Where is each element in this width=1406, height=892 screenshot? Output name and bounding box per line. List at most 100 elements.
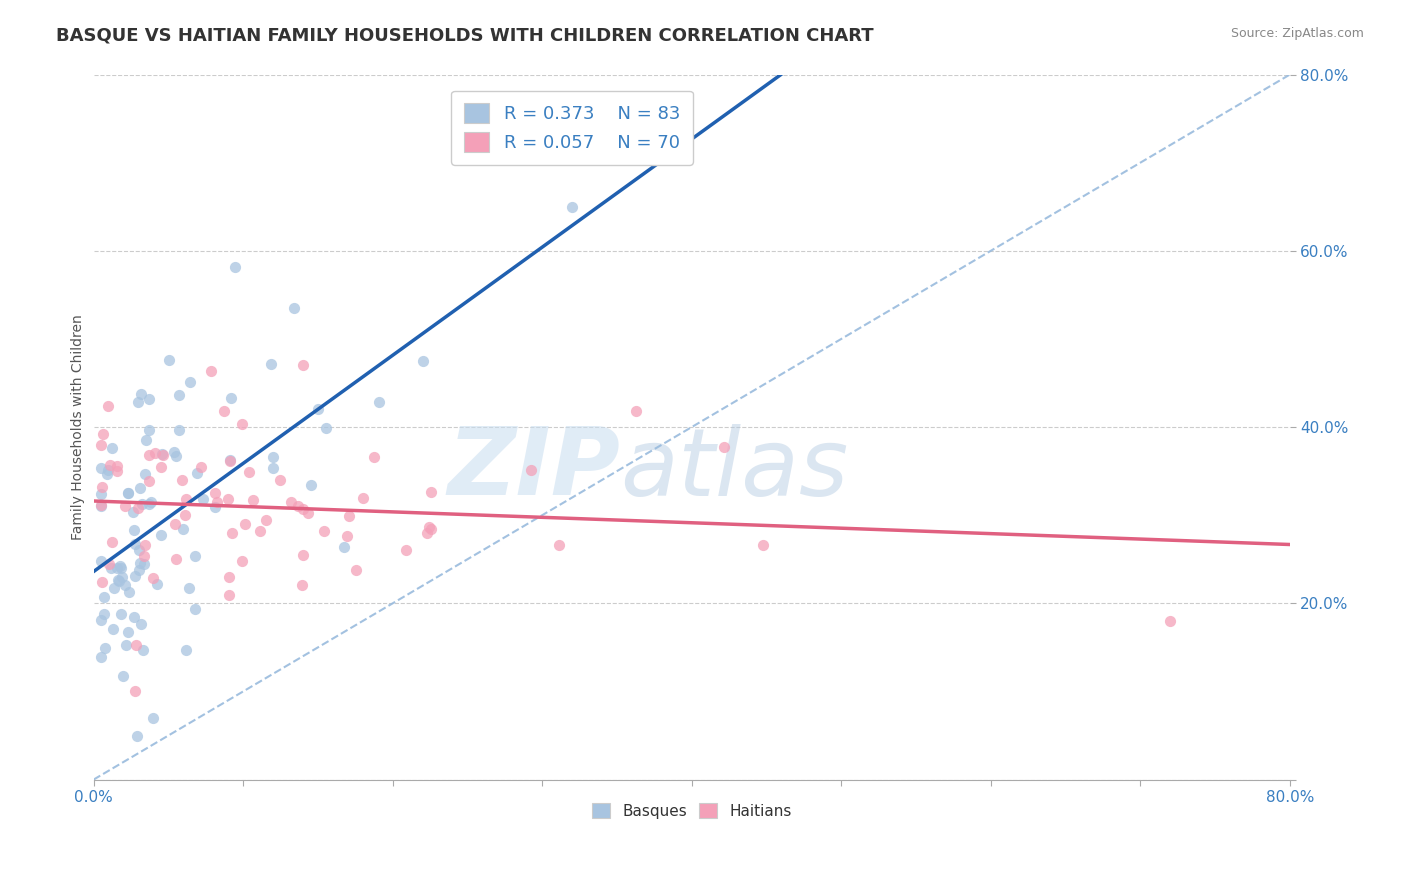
Point — [212, 404, 235, 418]
Point — [292, 548, 315, 562]
Point — [280, 495, 302, 509]
Point — [128, 563, 150, 577]
Point — [412, 354, 434, 368]
Point — [122, 523, 145, 537]
Point — [416, 525, 439, 540]
Point — [254, 513, 277, 527]
Point — [90, 554, 112, 568]
Point — [217, 492, 239, 507]
Point — [105, 458, 128, 473]
Point — [127, 395, 149, 409]
Point — [100, 441, 122, 455]
Point — [191, 491, 214, 506]
Point — [122, 505, 145, 519]
Point — [312, 524, 335, 539]
Point — [291, 359, 314, 373]
Point — [128, 481, 150, 495]
Point — [170, 473, 193, 487]
Point — [138, 474, 160, 488]
Point — [176, 491, 198, 506]
Point — [134, 538, 156, 552]
Point — [200, 364, 222, 378]
Point — [97, 399, 120, 413]
Point — [141, 495, 163, 509]
Point — [142, 571, 165, 585]
Point — [299, 477, 322, 491]
Point — [91, 427, 114, 442]
Point — [186, 467, 208, 481]
Point — [297, 506, 319, 520]
Point — [91, 480, 114, 494]
Point — [105, 464, 128, 478]
Point — [262, 450, 284, 464]
Point — [315, 420, 337, 434]
Point — [93, 640, 115, 655]
Point — [165, 449, 187, 463]
Point — [224, 260, 246, 275]
Point — [103, 582, 125, 596]
Text: atlas: atlas — [620, 424, 848, 515]
Point — [150, 446, 173, 460]
Point — [129, 557, 152, 571]
Point — [262, 461, 284, 475]
Point — [110, 607, 132, 621]
Point — [134, 549, 156, 563]
Point — [269, 473, 291, 487]
Point — [135, 433, 157, 447]
Point — [218, 453, 240, 467]
Point — [231, 417, 253, 432]
Point — [146, 577, 169, 591]
Point — [174, 508, 197, 523]
Point — [131, 386, 153, 401]
Point — [134, 467, 156, 481]
Point — [337, 508, 360, 523]
Point — [752, 538, 775, 552]
Point — [242, 492, 264, 507]
Point — [249, 524, 271, 538]
Point — [90, 438, 112, 452]
Point — [138, 497, 160, 511]
Point — [114, 499, 136, 513]
Point — [98, 458, 121, 472]
Point — [131, 497, 153, 511]
Point — [152, 448, 174, 462]
Point — [179, 375, 201, 389]
Point — [233, 516, 256, 531]
Point — [420, 485, 443, 500]
Point — [221, 526, 243, 541]
Point — [93, 590, 115, 604]
Point — [90, 613, 112, 627]
Point — [101, 622, 124, 636]
Point — [117, 486, 139, 500]
Point — [238, 465, 260, 479]
Point — [165, 552, 187, 566]
Point — [110, 560, 132, 574]
Point — [1159, 614, 1181, 628]
Point — [169, 423, 191, 437]
Point — [283, 301, 305, 316]
Point — [218, 588, 240, 602]
Point — [90, 460, 112, 475]
Point — [101, 535, 124, 549]
Point — [105, 560, 128, 574]
Point — [183, 549, 205, 563]
Point — [352, 491, 374, 505]
Point — [142, 711, 165, 725]
Point — [96, 467, 118, 481]
Point — [93, 607, 115, 621]
Point — [138, 392, 160, 406]
Point — [395, 543, 418, 558]
Point — [260, 357, 283, 371]
Point — [163, 445, 186, 459]
Point — [204, 500, 226, 514]
Point — [713, 441, 735, 455]
Point — [292, 502, 315, 516]
Point — [149, 528, 172, 542]
Point — [107, 573, 129, 587]
Point — [333, 540, 356, 554]
Text: Source: ZipAtlas.com: Source: ZipAtlas.com — [1230, 27, 1364, 40]
Point — [97, 463, 120, 477]
Point — [124, 537, 146, 551]
Point — [287, 499, 309, 513]
Point — [111, 570, 134, 584]
